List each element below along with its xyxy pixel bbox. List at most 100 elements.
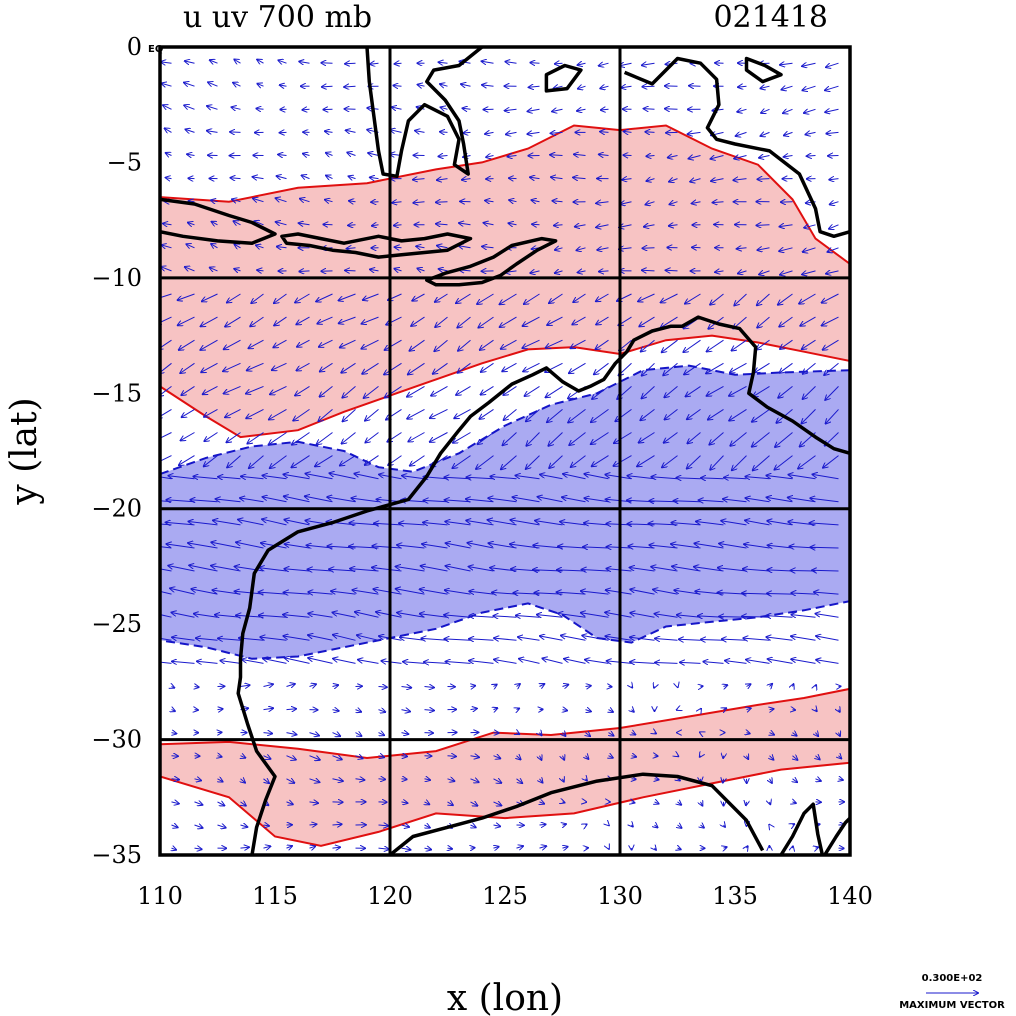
wind-vector xyxy=(577,248,586,251)
wind-vector xyxy=(526,409,540,421)
wind-vector xyxy=(293,408,310,420)
wind-vector xyxy=(747,708,751,709)
wind-vector xyxy=(257,84,264,87)
wind-vector xyxy=(287,846,293,848)
wind-vector xyxy=(480,339,494,350)
wind-vector xyxy=(517,733,520,735)
wind-vector xyxy=(770,802,771,804)
wind-vector xyxy=(674,501,701,502)
wind-vector xyxy=(208,82,218,86)
wind-vector xyxy=(825,109,839,112)
wind-vector xyxy=(655,663,678,664)
wind-vector xyxy=(530,177,540,178)
wind-vector xyxy=(500,293,517,304)
wind-vector xyxy=(632,710,634,712)
wind-vector xyxy=(839,733,841,736)
wind-vector xyxy=(234,221,241,225)
wind-vector xyxy=(184,83,195,87)
wind-vector xyxy=(662,455,678,468)
wind-vector xyxy=(807,156,816,157)
wind-vector xyxy=(640,409,655,420)
wind-vector xyxy=(747,684,751,686)
y-tick-label: −35 xyxy=(91,841,142,869)
wind-vector xyxy=(403,662,425,664)
wind-vector xyxy=(630,613,655,618)
wind-vector xyxy=(678,779,680,781)
wind-vector xyxy=(204,432,218,442)
wind-vector xyxy=(542,658,563,664)
wind-vector xyxy=(397,545,425,548)
wind-vector xyxy=(621,202,632,205)
wind-vector xyxy=(424,710,435,711)
wind-vector xyxy=(433,362,448,374)
coastline-7 xyxy=(365,47,484,179)
wind-vector xyxy=(486,156,494,158)
wind-vector xyxy=(710,455,724,470)
wind-vector xyxy=(597,248,609,250)
wind-vector xyxy=(582,570,609,572)
wind-vector xyxy=(605,636,632,641)
wind-vector xyxy=(780,339,793,349)
wind-vector xyxy=(394,225,402,226)
wind-vector xyxy=(501,339,517,349)
wind-vector xyxy=(701,478,724,479)
wind-vector xyxy=(213,520,241,526)
wind-vector xyxy=(448,848,453,849)
x-axis: 110 115 120 125 130 135 140 xyxy=(137,882,873,910)
wind-vector xyxy=(302,175,310,178)
wind-vector xyxy=(407,408,425,418)
wind-vector xyxy=(355,756,363,759)
wind-vector xyxy=(825,85,839,90)
wind-vector xyxy=(259,592,287,594)
wind-vector xyxy=(562,685,569,687)
wind-vector xyxy=(563,824,567,825)
wind-vector xyxy=(412,293,425,301)
positive-u-regions xyxy=(160,124,850,847)
wind-vector xyxy=(254,221,264,225)
wind-vector xyxy=(482,85,494,86)
wind-vector xyxy=(481,362,494,372)
wind-vector xyxy=(564,659,586,664)
wind-vector xyxy=(172,733,177,734)
wind-vector xyxy=(309,684,317,686)
wind-vector xyxy=(586,824,587,825)
wind-vector xyxy=(670,202,678,205)
wind-vector xyxy=(344,86,356,87)
wind-vector xyxy=(493,779,502,783)
wind-vector xyxy=(742,593,770,594)
wind-vector xyxy=(621,86,632,88)
wind-vector xyxy=(401,848,411,850)
wind-vector xyxy=(189,201,195,202)
wind-vector xyxy=(454,408,471,418)
wind-vector xyxy=(340,455,356,466)
wind-vector xyxy=(493,825,501,826)
wind-vector xyxy=(813,474,839,480)
wind-vector xyxy=(232,107,241,109)
wind-vector xyxy=(457,316,471,328)
wind-vector xyxy=(503,385,517,395)
wind-vector xyxy=(242,660,264,664)
wind-vector xyxy=(410,455,425,466)
wind-vector xyxy=(549,293,563,303)
wind-vector xyxy=(308,614,333,618)
wind-vector xyxy=(563,779,564,782)
wind-vector xyxy=(825,386,839,400)
wind-vector xyxy=(179,455,195,466)
wind-vector xyxy=(747,846,748,848)
wind-vector xyxy=(639,316,655,326)
wind-vector xyxy=(299,62,310,64)
coastline-4 xyxy=(160,197,277,245)
wind-vector xyxy=(352,590,379,595)
wind-vector xyxy=(509,223,517,225)
wind-vector xyxy=(614,432,632,444)
wind-vector xyxy=(574,154,586,155)
wind-vector xyxy=(516,616,540,618)
wind-vector xyxy=(341,362,356,372)
wind-vector xyxy=(410,339,425,351)
wind-vector xyxy=(470,779,479,782)
wind-vector xyxy=(600,86,609,88)
wind-vector xyxy=(424,848,432,850)
wind-vector xyxy=(721,521,747,526)
wind-vector xyxy=(160,661,172,664)
wind-vector xyxy=(793,733,797,736)
